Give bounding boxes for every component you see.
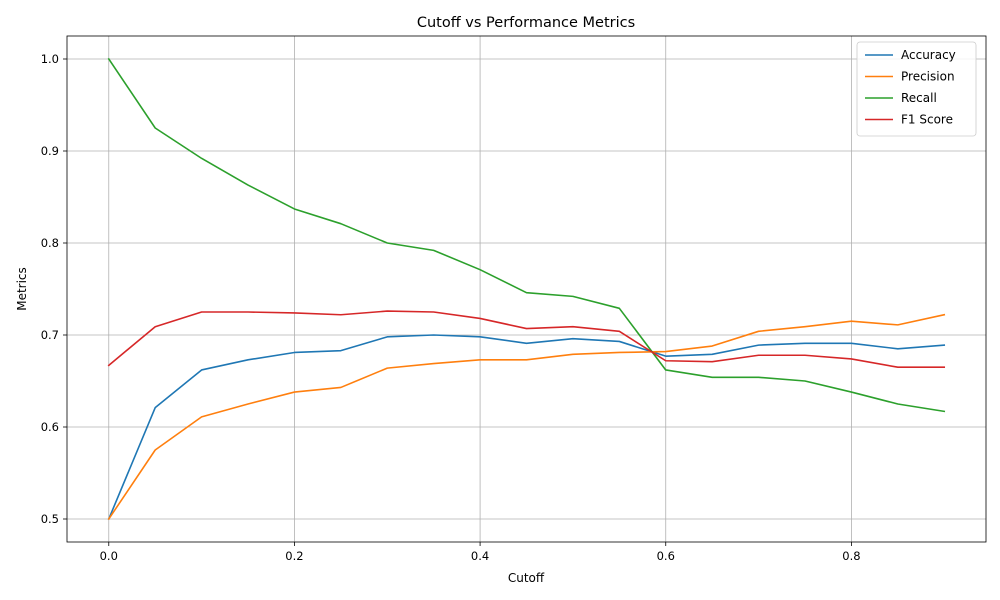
legend-label: Recall: [901, 91, 937, 105]
chart-title: Cutoff vs Performance Metrics: [417, 15, 635, 31]
y-tick-label: 1.0: [41, 52, 59, 66]
y-tick-label: 0.5: [41, 512, 59, 526]
x-tick-label: 0.4: [471, 549, 489, 563]
plot-frame: [66, 35, 987, 543]
y-tick-label: 0.9: [41, 144, 59, 158]
y-tick-label: 0.7: [41, 328, 59, 342]
legend: Accuracy Precision Recall F1 Score: [856, 41, 977, 137]
legend-label: F1 Score: [901, 113, 953, 127]
x-tick-label: 0.6: [657, 549, 675, 563]
series-line-accuracy: [107, 334, 946, 521]
x-tick-label: 0.0: [100, 549, 118, 563]
x-axis-ticks: 0.0 0.2 0.4 0.6 0.8: [100, 542, 861, 563]
grid-lines: [67, 36, 986, 542]
legend-box: [856, 41, 977, 137]
series-line-precision: [107, 313, 946, 521]
x-tick-label: 0.8: [842, 549, 860, 563]
y-tick-label: 0.8: [41, 236, 59, 250]
legend-label: Accuracy: [901, 48, 956, 62]
y-axis-label: Metrics: [15, 267, 29, 311]
series-lines: [107, 57, 946, 521]
x-axis-label: Cutoff: [508, 571, 545, 585]
legend-label: Precision: [901, 70, 955, 84]
series-line-recall: [107, 57, 946, 413]
y-tick-label: 0.6: [41, 420, 59, 434]
y-axis-ticks: 0.5 0.6 0.7 0.8 0.9 1.0: [41, 52, 67, 526]
series-line-f1-score: [107, 310, 946, 369]
x-tick-label: 0.2: [285, 549, 303, 563]
